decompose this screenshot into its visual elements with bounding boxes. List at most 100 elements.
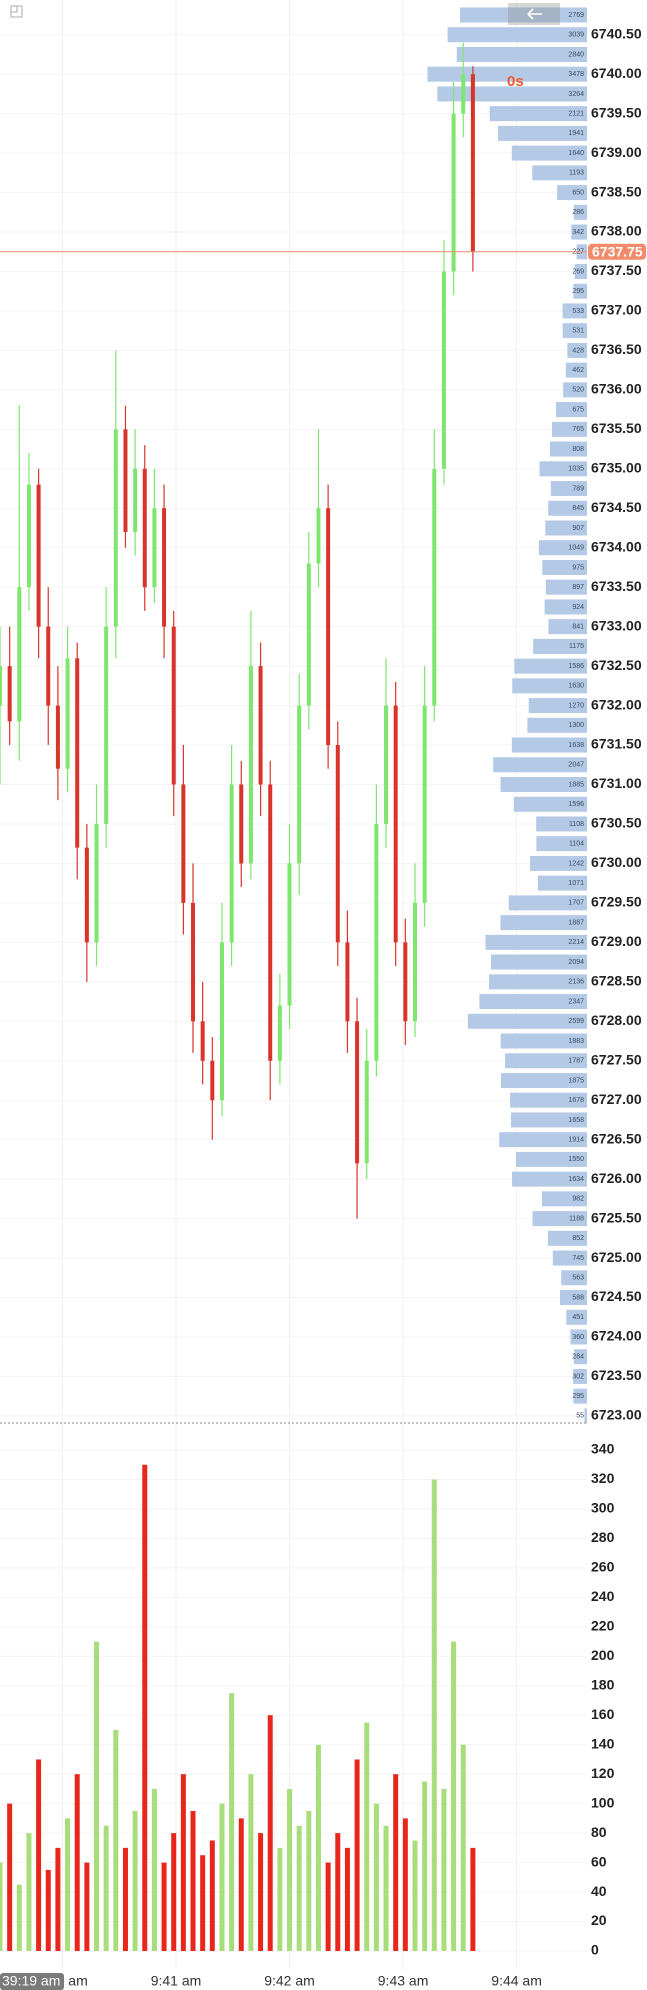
profile-label: 975 [572,564,584,571]
y-tick-label: 6733.50 [591,578,642,594]
y-tick-label: 6735.00 [591,460,642,476]
y-tick-label: 6730.00 [591,854,642,870]
candle-body [412,902,417,1022]
profile-bar [536,836,587,852]
volume-bar [441,1788,447,1951]
profile-bar [532,1211,587,1227]
profile-label: 295 [572,1393,584,1400]
volume-bar [383,1825,389,1951]
candle-body [26,484,31,588]
candle-body [229,784,234,943]
profile-label: 2599 [568,1018,584,1025]
volume-bar [36,1759,42,1951]
profile-label: 897 [572,584,584,591]
profile-label: 1175 [569,643,584,650]
profile-label: 1193 [569,170,584,177]
profile-label: 924 [572,604,584,611]
y-tick-label: 6724.00 [591,1328,642,1344]
candle-body [142,468,147,588]
candle-body [277,1005,282,1061]
candle-body [422,705,427,903]
volume-bar [287,1788,293,1951]
profile-bar [560,1290,587,1306]
profile-bar [538,540,587,556]
profile-label: 1640 [568,150,584,157]
y-tick-label: 6732.50 [591,657,642,673]
volume-bar [258,1833,264,1951]
profile-label: 2136 [568,979,584,986]
volume-bar [142,1464,148,1951]
profile-label: 1941 [568,130,584,137]
profile-bar [547,1230,587,1246]
y-tick-label: 6737.00 [591,302,642,318]
y-tick-label: 6728.00 [591,1012,642,1028]
profile-label: 284 [572,1354,584,1361]
profile-label: 907 [572,525,584,532]
profile-label: 3478 [568,71,584,78]
profile-label: 588 [572,1294,584,1301]
profile-label: 1270 [568,702,584,709]
candle-body [0,666,2,706]
profile-label: 1638 [568,742,584,749]
profile-bar [447,27,587,43]
volume-bar [470,1847,476,1951]
profile-bar [548,619,587,635]
volume-bar [74,1774,80,1951]
profile-label: 808 [572,446,584,453]
candle-body [287,863,292,1006]
candle-body [55,705,60,769]
candle-body [326,508,331,746]
volume-bar [180,1774,186,1951]
y-tick-label: 6738.00 [591,223,642,239]
volume-bar [190,1811,196,1951]
countdown: 0s [507,73,524,90]
back-button[interactable] [508,3,560,25]
volume-tick-label: 180 [591,1676,615,1692]
profile-bar [467,1013,587,1029]
profile-bar [562,323,587,339]
volume-bar [344,1847,350,1951]
y-tick-label: 6739.00 [591,144,642,160]
y-tick-label: 6727.00 [591,1091,642,1107]
volume-bar [7,1803,13,1951]
candle-body [393,705,398,943]
profile-label: 765 [572,426,584,433]
profile-bar [573,283,587,299]
profile-label: 1887 [568,919,584,926]
layout-icon[interactable] [10,5,23,18]
profile-bar [489,974,587,990]
profile-label: 1914 [568,1137,584,1144]
volume-tick-label: 80 [591,1824,607,1840]
profile-bar [512,1171,587,1187]
y-tick-label: 6740.50 [591,25,642,41]
profile-bar [584,1408,587,1424]
profile-label: 1242 [568,860,584,867]
profile-label: 852 [572,1235,584,1242]
profile-label: 1586 [568,663,584,670]
profile-bar [500,915,587,931]
candle-body [162,508,167,627]
profile-label: 520 [572,387,584,394]
volume-tick-label: 280 [591,1529,615,1545]
volume-bar [422,1781,428,1951]
candle-body [75,658,80,848]
profile-bar [536,816,587,832]
x-tick-label: 9:43 am [378,1973,429,1989]
profile-label: 462 [572,367,584,374]
candle-body [152,508,157,588]
y-tick-label: 6730.50 [591,815,642,831]
volume-tick-label: 40 [591,1883,607,1899]
profile-bar [565,362,587,378]
profile-bar [530,855,587,871]
candle-body [17,587,22,722]
candle-body [239,784,244,864]
y-tick-label: 6725.50 [591,1209,642,1225]
profile-label: 982 [572,1196,584,1203]
profile-bar [561,1270,587,1286]
profile-bar [550,481,587,497]
candle-body [191,902,196,1022]
candle-body [432,468,437,706]
y-tick-label: 6725.00 [591,1249,642,1265]
